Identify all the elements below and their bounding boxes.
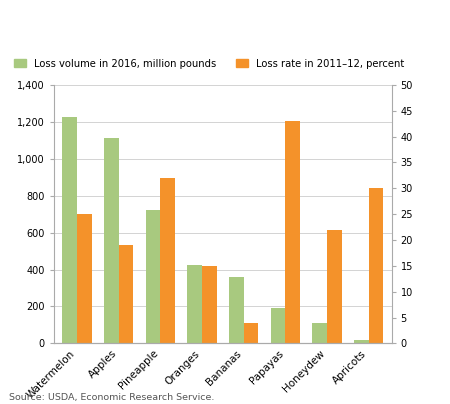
Bar [327,229,342,343]
Bar [77,214,91,343]
Legend: Loss volume in 2016, million pounds, Loss rate in 2011–12, percent: Loss volume in 2016, million pounds, Los… [9,55,408,73]
Bar [146,210,160,343]
Text: Source: USDA, Economic Research Service.: Source: USDA, Economic Research Service. [9,393,214,402]
Bar [229,277,243,343]
Bar [187,265,202,343]
Bar [119,245,133,343]
Bar [354,340,369,343]
Bar [285,121,300,343]
Text: Selected top fresh fruits in terms of loss volumes and rates in food stores: Selected top fresh fruits in terms of lo… [0,18,450,28]
Bar [63,117,77,343]
Bar [369,188,383,343]
Bar [104,139,119,343]
Bar [202,266,216,343]
Bar [243,323,258,343]
Bar [312,323,327,343]
Bar [160,178,175,343]
Bar [270,308,285,343]
